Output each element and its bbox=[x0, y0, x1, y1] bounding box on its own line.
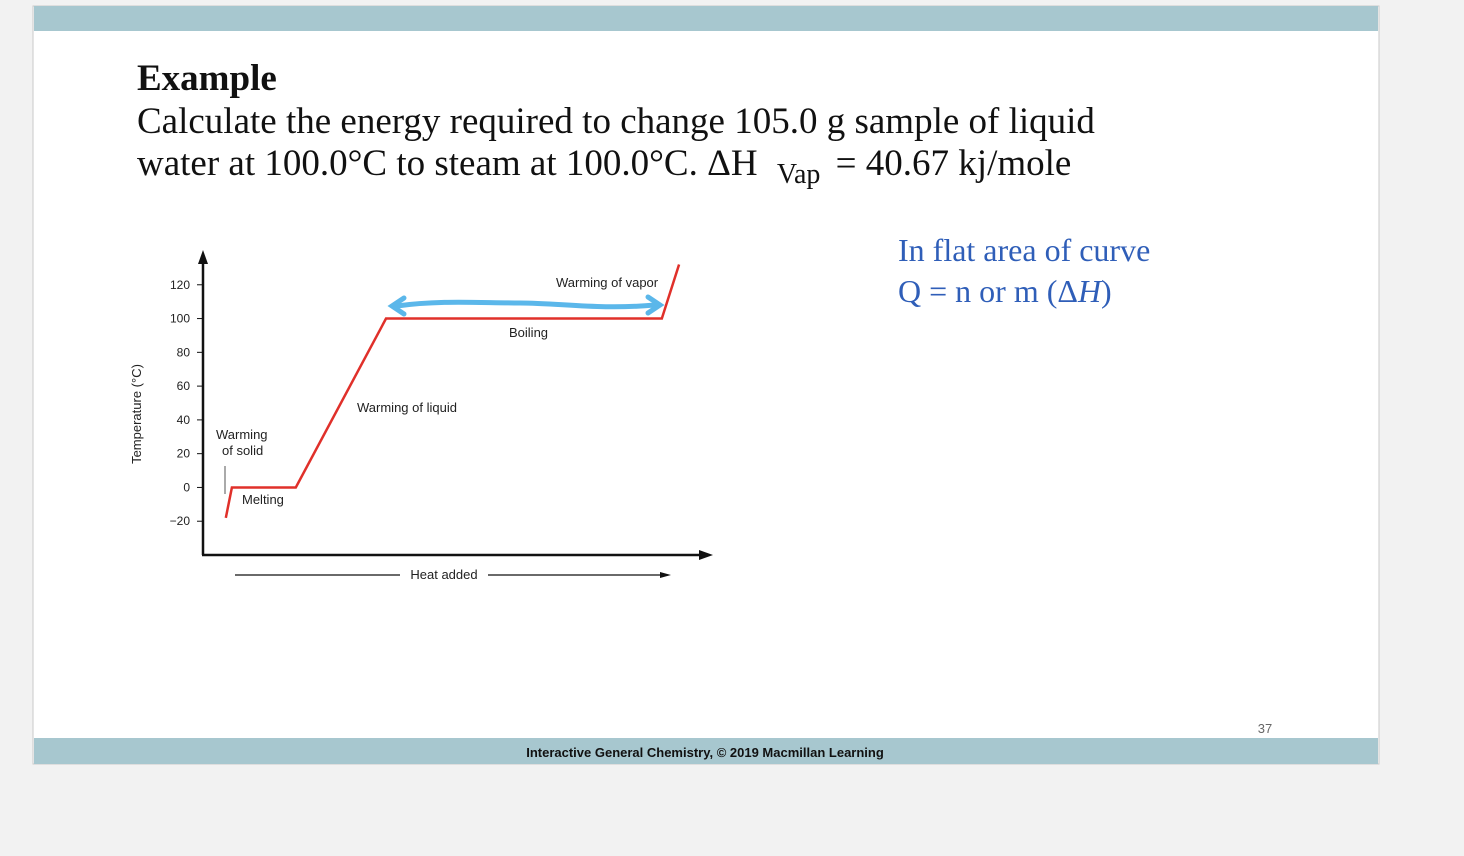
annotation: Boiling bbox=[509, 325, 548, 340]
note-text: ) bbox=[1101, 273, 1112, 309]
y-tick-label: −20 bbox=[170, 514, 191, 528]
annotation: Warming bbox=[216, 427, 268, 442]
axis-arrow bbox=[699, 550, 713, 560]
flat-region-arrow-head bbox=[387, 295, 407, 317]
bottom-bar bbox=[34, 738, 1378, 764]
slide bbox=[32, 5, 1380, 765]
top-bar bbox=[34, 6, 1378, 31]
footer: Interactive General Chemistry, © 2019 Ma… bbox=[526, 745, 884, 760]
annotation: Warming of liquid bbox=[357, 400, 457, 415]
y-tick-label: 80 bbox=[177, 345, 191, 359]
annotation: of solid bbox=[222, 443, 263, 458]
problem-line: water at 100.0°C to steam at 100.0°C. ΔH… bbox=[137, 143, 1071, 192]
annotation: Melting bbox=[242, 492, 284, 507]
annotation: Warming of vapor bbox=[556, 275, 659, 290]
flat-region-arrow-head bbox=[645, 294, 665, 316]
y-tick-label: 0 bbox=[183, 480, 190, 494]
heat-arrow-head bbox=[660, 572, 671, 578]
note-line: In flat area of curve bbox=[898, 232, 1150, 268]
x-axis-label: Heat added bbox=[410, 567, 477, 582]
problem-line: Calculate the energy required to change … bbox=[137, 101, 1095, 142]
y-tick-label: 120 bbox=[170, 278, 190, 292]
y-axis-label: Temperature (°C) bbox=[129, 364, 144, 464]
slide-title: Example bbox=[137, 58, 277, 99]
y-tick-label: 100 bbox=[170, 312, 190, 326]
note-line: Q = n or m (ΔH) bbox=[898, 273, 1112, 309]
page-number: 37 bbox=[1258, 721, 1272, 736]
y-tick-label: 60 bbox=[177, 379, 191, 393]
axis-arrow bbox=[198, 250, 208, 264]
note-text: H bbox=[1077, 273, 1103, 309]
problem-text: water at 100.0°C to steam at 100.0°C. ΔH bbox=[137, 143, 758, 184]
problem-text: = 40.67 kj/mole bbox=[836, 143, 1072, 184]
flat-region-arrow bbox=[394, 299, 658, 310]
note-text: Q = n or m (Δ bbox=[898, 273, 1078, 309]
y-tick-label: 40 bbox=[177, 413, 191, 427]
subscript: Vap bbox=[777, 159, 821, 190]
heating-curve bbox=[224, 264, 681, 519]
y-tick-label: 20 bbox=[177, 447, 191, 461]
